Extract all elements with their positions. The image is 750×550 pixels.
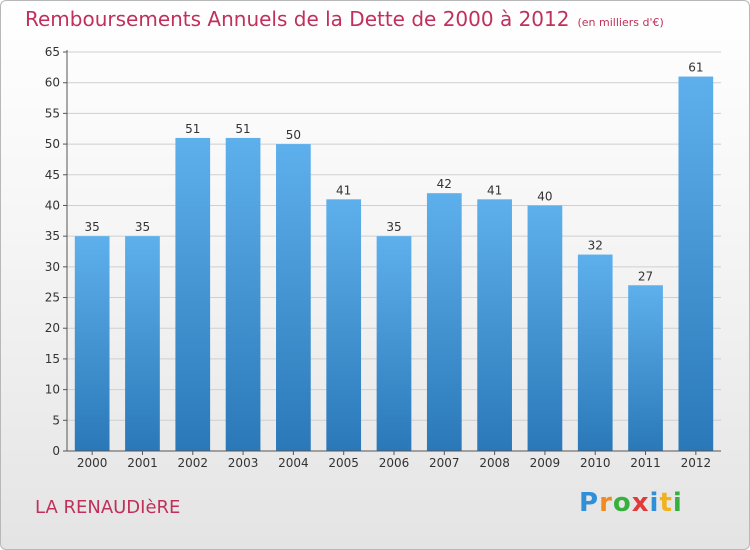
data-label: 35	[386, 220, 401, 234]
bars	[74, 76, 714, 452]
x-tick-label: 2012	[681, 456, 712, 470]
logo-letter: P	[579, 488, 600, 518]
x-tick-label: 2009	[530, 456, 561, 470]
bar-2000	[74, 236, 110, 451]
proxiti-logo: Proxiti	[579, 488, 683, 518]
y-tick-label: 60	[45, 76, 60, 90]
bar-2003	[225, 137, 261, 451]
bar-2001	[125, 236, 160, 451]
y-tick-label: 20	[45, 321, 60, 335]
y-tick-label: 65	[45, 45, 60, 59]
data-label: 42	[437, 177, 452, 191]
y-tick-label: 5	[52, 413, 60, 427]
data-label: 41	[336, 183, 351, 197]
x-tick-label: 2011	[630, 456, 661, 470]
y-tick-label: 35	[45, 229, 60, 243]
data-label: 35	[85, 220, 100, 234]
y-tick-label: 30	[45, 260, 60, 274]
y-tick-label: 40	[45, 198, 60, 212]
x-tick-label: 2005	[328, 456, 359, 470]
x-tick-label: 2001	[127, 456, 158, 470]
logo-letter: o	[612, 488, 632, 518]
data-label: 61	[688, 61, 703, 75]
axes	[63, 50, 721, 455]
data-label: 40	[537, 189, 552, 203]
logo-letter: i	[649, 488, 660, 518]
bar-2006	[376, 236, 412, 451]
logo-letter: x	[631, 488, 650, 518]
x-tick-label: 2002	[177, 456, 208, 470]
x-tick-label: 2007	[429, 456, 460, 470]
x-tick-label: 2008	[479, 456, 510, 470]
chart-title: Remboursements Annuels de la Dette de 20…	[25, 7, 664, 31]
logo-letter: i	[672, 488, 683, 518]
y-tick-label: 25	[45, 291, 60, 305]
bar-2005	[326, 199, 362, 451]
data-label: 41	[487, 183, 502, 197]
y-tick-label: 10	[45, 383, 60, 397]
bar-2010	[577, 254, 613, 451]
bar-2012	[678, 76, 714, 452]
x-tick-label: 2003	[228, 456, 259, 470]
data-label: 51	[235, 122, 250, 136]
title-text: Remboursements Annuels de la Dette de 20…	[25, 7, 570, 31]
bar-2007	[426, 193, 462, 451]
logo-letter: t	[659, 488, 673, 518]
commune-name: LA RENAUDIèRE	[35, 497, 181, 518]
x-tick-label: 2006	[379, 456, 410, 470]
x-tick-label: 2000	[77, 456, 108, 470]
bar-2009	[527, 205, 563, 451]
data-label: 50	[286, 128, 301, 142]
y-tick-label: 55	[45, 106, 60, 120]
x-tick-label: 2010	[580, 456, 611, 470]
y-tick-label: 50	[45, 137, 60, 151]
y-tick-label: 45	[45, 168, 60, 182]
logo-letter: r	[599, 488, 613, 518]
labels: 0 5 10 15 20 25 30 35 40 45 50 55 60 65 35 2000 35 2001 51…	[45, 45, 711, 470]
bar-2002	[175, 137, 211, 451]
data-label: 32	[588, 239, 603, 253]
y-tick-label: 0	[52, 444, 60, 458]
bar-2011	[628, 285, 663, 451]
data-label: 27	[638, 269, 653, 283]
data-label: 35	[135, 220, 150, 234]
chart-subtitle: (en milliers d'€)	[577, 16, 664, 29]
bar-2008	[477, 199, 512, 451]
y-tick-label: 15	[45, 352, 60, 366]
x-tick-label: 2004	[278, 456, 309, 470]
data-label: 51	[185, 122, 200, 136]
bar-2004	[276, 144, 311, 452]
